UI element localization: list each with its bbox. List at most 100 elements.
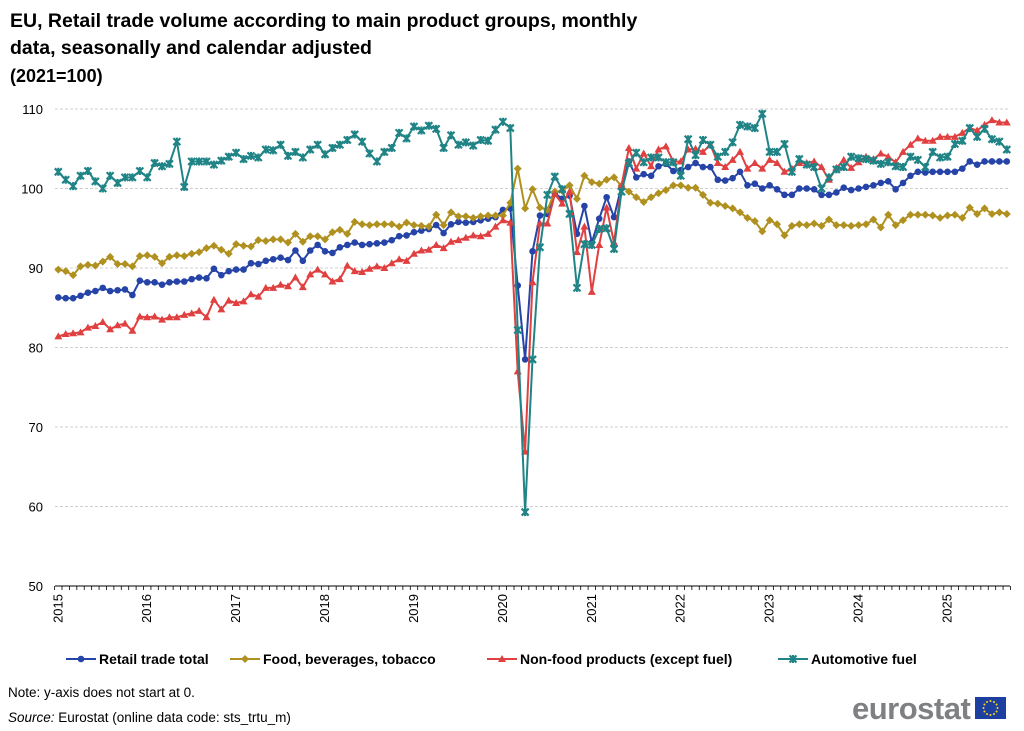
data-point-retail-trade-total xyxy=(410,228,418,236)
data-point-automotive-fuel xyxy=(91,177,100,186)
data-point-non-food-products-except-fuel xyxy=(232,298,241,306)
data-point-automotive-fuel xyxy=(461,138,471,147)
data-point-food-beverages-tobacco xyxy=(409,221,418,230)
data-point-non-food-products-except-fuel xyxy=(958,128,967,136)
star xyxy=(989,714,992,716)
data-point-retail-trade-total xyxy=(92,287,99,295)
data-point-retail-trade-total xyxy=(395,232,403,240)
data-point-retail-trade-total xyxy=(766,182,773,189)
data-point-automotive-fuel xyxy=(454,140,463,150)
data-point-automotive-fuel xyxy=(891,161,900,171)
data-point-automotive-fuel xyxy=(231,148,241,158)
data-point-non-food-products-except-fuel xyxy=(150,312,159,320)
data-point-non-food-products-except-fuel xyxy=(372,262,381,270)
data-point-retail-trade-total xyxy=(907,172,914,180)
data-point-food-beverages-tobacco xyxy=(891,221,900,230)
data-point-food-beverages-tobacco xyxy=(669,181,678,190)
data-point-automotive-fuel xyxy=(646,153,656,162)
legend-marker xyxy=(241,655,249,663)
data-point-food-beverages-tobacco xyxy=(491,211,500,220)
data-point-automotive-fuel xyxy=(372,157,382,166)
data-point-non-food-products-except-fuel xyxy=(224,296,233,304)
data-point-food-beverages-tobacco xyxy=(743,213,752,222)
data-point-non-food-products-except-fuel xyxy=(261,283,270,291)
data-point-food-beverages-tobacco xyxy=(365,221,374,230)
data-point-retail-trade-total xyxy=(210,265,218,273)
data-point-food-beverages-tobacco xyxy=(469,213,478,222)
data-point-automotive-fuel xyxy=(105,171,115,181)
star xyxy=(983,710,986,713)
data-point-non-food-products-except-fuel xyxy=(284,282,293,290)
data-point-food-beverages-tobacco xyxy=(498,211,507,220)
data-point-retail-trade-total xyxy=(381,239,388,246)
data-point-automotive-fuel xyxy=(587,240,597,250)
data-point-non-food-products-except-fuel xyxy=(254,292,263,300)
legend-label: Retail trade total xyxy=(99,651,209,667)
data-point-food-beverages-tobacco xyxy=(950,210,959,219)
y-tick-label: 100 xyxy=(21,182,43,197)
data-point-automotive-fuel xyxy=(1002,145,1012,154)
data-point-non-food-products-except-fuel xyxy=(876,149,885,157)
data-point-non-food-products-except-fuel xyxy=(810,157,819,165)
data-point-automotive-fuel xyxy=(839,162,849,172)
data-point-automotive-fuel xyxy=(617,187,626,196)
data-point-automotive-fuel xyxy=(861,154,871,164)
data-point-non-food-products-except-fuel xyxy=(817,163,826,171)
data-point-food-beverages-tobacco xyxy=(158,259,167,268)
data-point-retail-trade-total xyxy=(707,163,714,171)
data-point-food-beverages-tobacco xyxy=(765,216,774,225)
data-point-automotive-fuel xyxy=(239,154,248,164)
data-point-automotive-fuel xyxy=(691,150,700,160)
data-point-non-food-products-except-fuel xyxy=(528,278,537,286)
data-point-food-beverages-tobacco xyxy=(906,210,915,219)
data-point-non-food-products-except-fuel xyxy=(698,147,707,155)
data-point-food-beverages-tobacco xyxy=(839,221,848,230)
legend-label: Non-food products (except fuel) xyxy=(520,651,732,667)
star xyxy=(993,713,995,716)
data-point-food-beverages-tobacco xyxy=(113,260,122,269)
data-point-non-food-products-except-fuel xyxy=(558,199,567,207)
data-point-retail-trade-total xyxy=(655,162,662,170)
data-point-non-food-products-except-fuel xyxy=(343,261,352,269)
y-tick-label: 50 xyxy=(29,579,43,594)
data-point-automotive-fuel xyxy=(283,151,293,161)
source-text: Eurostat (online data code: sts_trtu_m) xyxy=(55,710,291,725)
data-point-non-food-products-except-fuel xyxy=(736,147,745,155)
chart-title-line-1: EU, Retail trade volume according to mai… xyxy=(10,10,637,32)
data-point-non-food-products-except-fuel xyxy=(928,136,937,144)
data-point-retail-trade-total xyxy=(306,247,314,254)
data-point-food-beverages-tobacco xyxy=(817,221,826,230)
data-point-retail-trade-total xyxy=(959,165,966,172)
data-point-automotive-fuel xyxy=(209,160,219,169)
data-point-automotive-fuel xyxy=(609,244,619,254)
x-tick-label: 2018 xyxy=(317,594,332,623)
data-point-automotive-fuel xyxy=(639,157,648,167)
data-point-automotive-fuel xyxy=(468,141,478,150)
data-point-food-beverages-tobacco xyxy=(610,173,619,182)
data-point-automotive-fuel xyxy=(876,159,886,169)
data-point-retail-trade-total xyxy=(929,168,936,176)
data-point-food-beverages-tobacco xyxy=(861,220,870,229)
data-point-retail-trade-total xyxy=(55,294,62,301)
data-point-food-beverages-tobacco xyxy=(513,164,522,173)
data-point-automotive-fuel xyxy=(506,123,515,133)
data-point-non-food-products-except-fuel xyxy=(543,219,552,227)
data-point-food-beverages-tobacco xyxy=(795,220,804,229)
data-point-food-beverages-tobacco xyxy=(624,187,633,196)
data-point-automotive-fuel xyxy=(950,139,960,149)
data-point-food-beverages-tobacco xyxy=(69,271,78,280)
data-point-retail-trade-total xyxy=(447,220,455,228)
data-point-retail-trade-total xyxy=(988,158,996,165)
data-point-retail-trade-total xyxy=(632,174,640,181)
data-point-non-food-products-except-fuel xyxy=(321,270,330,278)
data-point-retail-trade-total xyxy=(847,186,855,194)
data-point-automotive-fuel xyxy=(254,153,263,162)
x-tick-label: 2022 xyxy=(673,594,688,623)
series-line-non-food-products-except-fuel xyxy=(57,119,1007,453)
data-point-food-beverages-tobacco xyxy=(172,251,181,260)
data-point-retail-trade-total xyxy=(595,215,603,223)
data-point-automotive-fuel xyxy=(261,145,271,154)
data-point-automotive-fuel xyxy=(142,173,152,182)
data-point-non-food-products-except-fuel xyxy=(172,313,181,321)
data-point-retail-trade-total xyxy=(647,172,655,180)
